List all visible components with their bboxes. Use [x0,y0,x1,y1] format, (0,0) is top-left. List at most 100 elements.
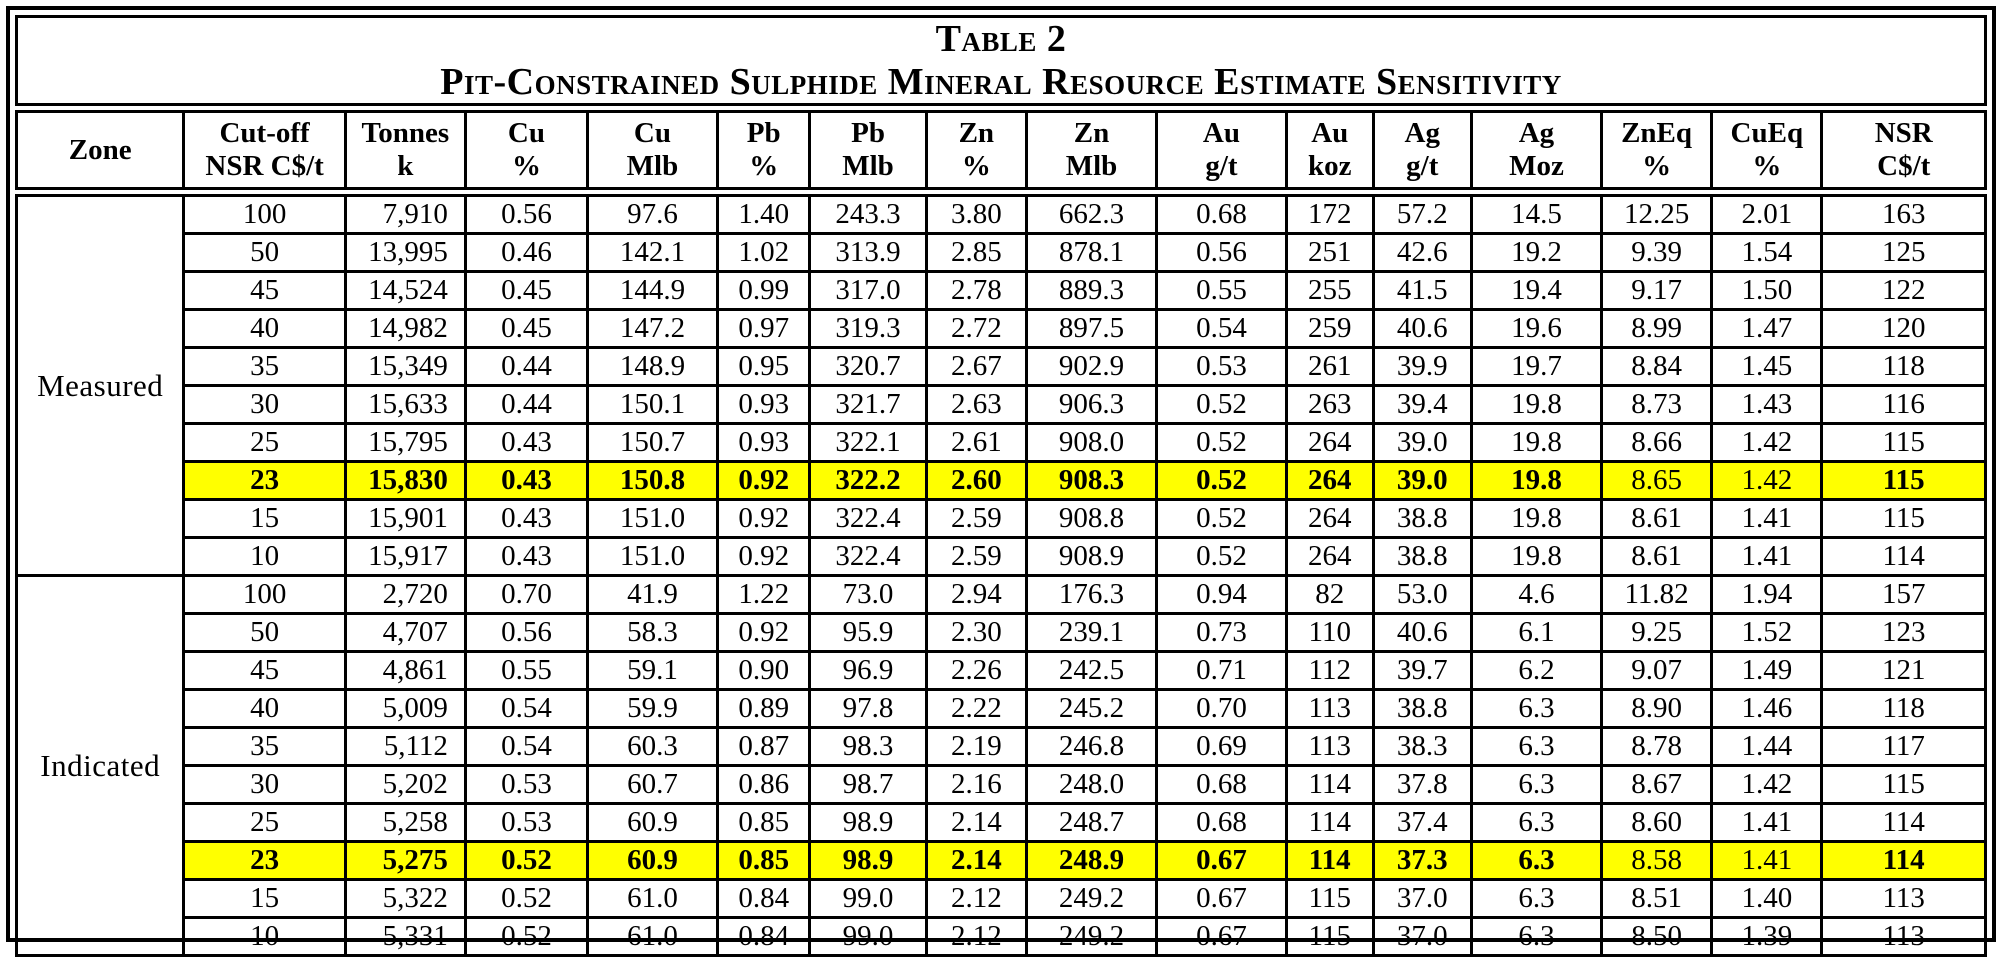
cell-cueq-pct: 1.50 [1712,272,1822,310]
cell-pb-mlb: 98.3 [810,728,926,766]
cell-zn-pct: 2.22 [926,690,1026,728]
cell-pb-mlb: 322.1 [810,424,926,462]
title-row: Table 2 Pit-Constrained Sulphide Mineral… [17,17,1986,109]
cell-zneq-pct: 8.58 [1601,842,1711,880]
cell-pb-pct: 0.92 [717,538,810,576]
cell-cu-pct: 0.43 [465,424,587,462]
cell-ag-gpt: 37.4 [1373,804,1471,842]
cell-cueq-pct: 1.39 [1712,918,1822,956]
cell-ag-gpt: 37.3 [1373,842,1471,880]
cell-ag-gpt: 57.2 [1373,192,1471,234]
cell-zneq-pct: 8.84 [1601,348,1711,386]
cell-pb-pct: 0.90 [717,652,810,690]
cell-nsr: 123 [1822,614,1986,652]
cell-pb-mlb: 322.4 [810,500,926,538]
cell-pb-pct: 0.84 [717,880,810,918]
cell-zneq-pct: 8.78 [1601,728,1711,766]
cell-zn-pct: 2.63 [926,386,1026,424]
cell-zneq-pct: 9.25 [1601,614,1711,652]
cell-pb-pct: 0.84 [717,918,810,956]
column-header-zneq-pct: ZnEq% [1601,108,1711,192]
cell-zneq-pct: 8.51 [1601,880,1711,918]
cell-zn-mlb: 906.3 [1027,386,1157,424]
cell-au-koz: 114 [1286,842,1373,880]
cell-au-koz: 114 [1286,766,1373,804]
cell-pb-mlb: 96.9 [810,652,926,690]
cell-cu-mlb: 59.9 [587,690,717,728]
cell-nsr: 118 [1822,690,1986,728]
cell-zneq-pct: 9.17 [1601,272,1711,310]
cell-ag-moz: 19.2 [1471,234,1601,272]
cell-cueq-pct: 1.41 [1712,500,1822,538]
cell-au-gpt: 0.52 [1156,386,1286,424]
cell-au-koz: 264 [1286,500,1373,538]
cell-pb-pct: 0.89 [717,690,810,728]
cell-nsr: 117 [1822,728,1986,766]
cell-zn-pct: 3.80 [926,192,1026,234]
cell-zn-mlb: 878.1 [1027,234,1157,272]
cell-cu-mlb: 60.9 [587,804,717,842]
cell-tonnes: 15,349 [345,348,465,386]
cell-ag-moz: 6.3 [1471,766,1601,804]
cell-cutoff: 100 [184,576,345,614]
cell-tonnes: 15,901 [345,500,465,538]
cell-cu-mlb: 58.3 [587,614,717,652]
cell-ag-gpt: 40.6 [1373,614,1471,652]
cell-au-koz: 263 [1286,386,1373,424]
cell-cu-mlb: 97.6 [587,192,717,234]
cell-pb-pct: 0.92 [717,614,810,652]
cell-zn-mlb: 249.2 [1027,880,1157,918]
cell-cu-mlb: 61.0 [587,918,717,956]
cell-cueq-pct: 1.47 [1712,310,1822,348]
cell-ag-gpt: 40.6 [1373,310,1471,348]
cell-zn-mlb: 249.2 [1027,918,1157,956]
cell-zn-pct: 2.78 [926,272,1026,310]
cell-nsr: 157 [1822,576,1986,614]
cell-cutoff: 15 [184,500,345,538]
cell-ag-moz: 19.4 [1471,272,1601,310]
cell-au-koz: 115 [1286,880,1373,918]
cell-au-gpt: 0.52 [1156,462,1286,500]
table-frame: Table 2 Pit-Constrained Sulphide Mineral… [6,6,1996,942]
cell-ag-moz: 4.6 [1471,576,1601,614]
cell-cu-pct: 0.56 [465,192,587,234]
cell-nsr: 115 [1822,424,1986,462]
cell-pb-pct: 0.93 [717,386,810,424]
cell-ag-gpt: 37.0 [1373,880,1471,918]
cell-au-koz: 110 [1286,614,1373,652]
cell-tonnes: 5,009 [345,690,465,728]
cell-cutoff: 35 [184,348,345,386]
cell-tonnes: 15,917 [345,538,465,576]
cell-au-gpt: 0.94 [1156,576,1286,614]
cell-tonnes: 5,258 [345,804,465,842]
cell-tonnes: 15,795 [345,424,465,462]
cell-tonnes: 5,202 [345,766,465,804]
cell-cu-pct: 0.53 [465,766,587,804]
cell-tonnes: 15,633 [345,386,465,424]
cell-nsr: 113 [1822,918,1986,956]
cell-zn-mlb: 662.3 [1027,192,1157,234]
cell-au-gpt: 0.68 [1156,192,1286,234]
cell-cu-mlb: 151.0 [587,538,717,576]
cell-ag-moz: 6.1 [1471,614,1601,652]
cell-zneq-pct: 8.90 [1601,690,1711,728]
cell-tonnes: 5,275 [345,842,465,880]
zone-label-indicated: Indicated [17,576,184,956]
cell-zn-mlb: 248.7 [1027,804,1157,842]
cell-nsr: 115 [1822,462,1986,500]
cell-ag-gpt: 39.4 [1373,386,1471,424]
cell-nsr: 115 [1822,766,1986,804]
cell-cueq-pct: 1.43 [1712,386,1822,424]
cell-tonnes: 5,112 [345,728,465,766]
